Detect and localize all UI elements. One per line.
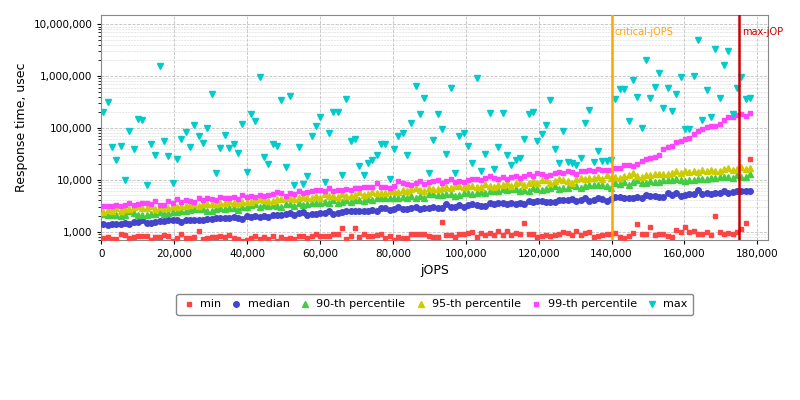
max bbox=[315, 114, 325, 119]
Line: min: min bbox=[101, 157, 752, 243]
median bbox=[359, 208, 369, 213]
99-th percentile bbox=[315, 188, 325, 192]
max bbox=[637, 126, 646, 130]
95-th percentile bbox=[737, 165, 746, 170]
95-th percentile bbox=[311, 193, 321, 198]
max bbox=[746, 96, 755, 100]
max bbox=[550, 147, 559, 152]
min bbox=[238, 239, 247, 244]
90-th percentile bbox=[442, 191, 451, 196]
median bbox=[746, 189, 755, 194]
min bbox=[315, 234, 325, 239]
Line: 95-th percentile: 95-th percentile bbox=[101, 164, 753, 215]
Text: max-jOP: max-jOP bbox=[742, 26, 783, 36]
min bbox=[98, 236, 108, 241]
max bbox=[359, 173, 369, 178]
Text: critical-jOPS: critical-jOPS bbox=[614, 26, 674, 36]
95-th percentile bbox=[463, 184, 473, 189]
90-th percentile bbox=[550, 184, 559, 188]
Line: median: median bbox=[101, 188, 753, 228]
Legend: min, median, 90-th percentile, 95-th percentile, 99-th percentile, max: min, median, 90-th percentile, 95-th per… bbox=[177, 294, 694, 315]
max bbox=[98, 109, 108, 114]
max bbox=[467, 161, 477, 166]
min bbox=[442, 232, 451, 237]
max bbox=[142, 182, 151, 187]
median bbox=[693, 188, 702, 193]
Y-axis label: Response time, usec: Response time, usec bbox=[15, 62, 28, 192]
median bbox=[98, 221, 108, 226]
median bbox=[637, 196, 646, 200]
max bbox=[693, 37, 702, 42]
90-th percentile bbox=[467, 191, 477, 196]
90-th percentile bbox=[637, 180, 646, 185]
min bbox=[467, 229, 477, 234]
90-th percentile bbox=[98, 212, 108, 217]
95-th percentile bbox=[546, 180, 555, 185]
Line: max: max bbox=[100, 36, 754, 188]
min bbox=[746, 157, 755, 162]
median bbox=[103, 222, 113, 227]
90-th percentile bbox=[359, 198, 369, 203]
max bbox=[442, 152, 451, 156]
99-th percentile bbox=[550, 170, 559, 175]
median bbox=[467, 202, 477, 207]
min bbox=[550, 233, 559, 238]
median bbox=[550, 200, 559, 204]
99-th percentile bbox=[359, 185, 369, 190]
min bbox=[359, 232, 369, 237]
95-th percentile bbox=[746, 166, 755, 170]
min bbox=[637, 232, 646, 236]
median bbox=[442, 202, 451, 207]
median bbox=[315, 210, 325, 215]
Line: 90-th percentile: 90-th percentile bbox=[101, 171, 753, 218]
99-th percentile bbox=[98, 204, 108, 208]
95-th percentile bbox=[632, 173, 642, 178]
95-th percentile bbox=[98, 210, 108, 214]
90-th percentile bbox=[746, 171, 755, 176]
95-th percentile bbox=[437, 186, 446, 191]
95-th percentile bbox=[354, 190, 364, 195]
90-th percentile bbox=[116, 213, 126, 218]
99-th percentile bbox=[442, 178, 451, 183]
X-axis label: jOPS: jOPS bbox=[421, 264, 450, 277]
90-th percentile bbox=[315, 200, 325, 205]
99-th percentile bbox=[107, 204, 117, 208]
99-th percentile bbox=[637, 159, 646, 164]
99-th percentile bbox=[467, 176, 477, 181]
Line: 99-th percentile: 99-th percentile bbox=[101, 111, 752, 208]
99-th percentile bbox=[746, 110, 755, 115]
